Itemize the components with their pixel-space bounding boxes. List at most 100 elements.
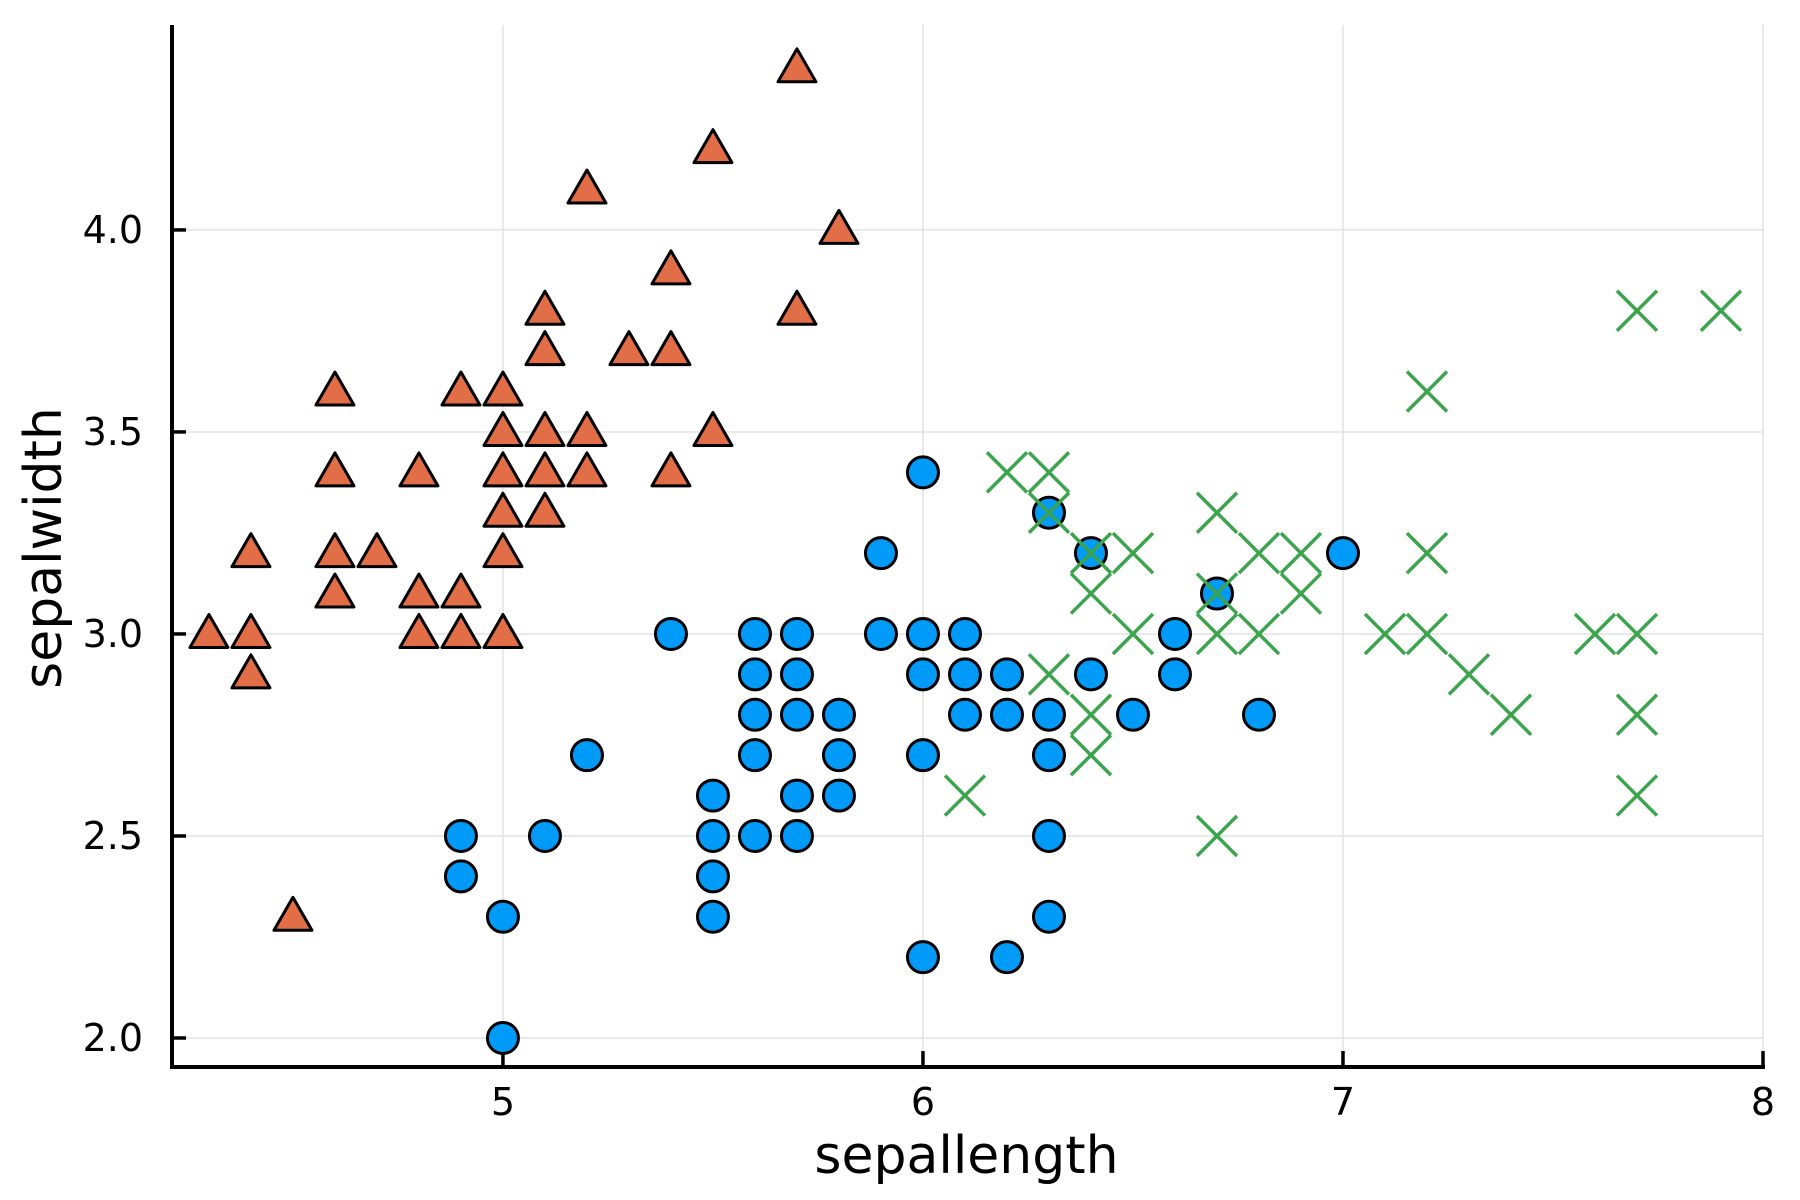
marker-circle	[1157, 657, 1192, 692]
marker-triangle	[272, 895, 314, 932]
marker-cross	[1615, 774, 1659, 817]
x-tick-label-5: 5	[491, 1080, 515, 1124]
marker-circle	[1031, 697, 1066, 732]
x-axis-label: sepallength	[814, 1126, 1119, 1186]
marker-circle	[905, 657, 940, 692]
marker-circle	[485, 1020, 520, 1055]
marker-circle	[947, 697, 982, 732]
marker-cross	[1195, 612, 1239, 656]
marker-triangle	[650, 330, 692, 367]
marker-circle	[695, 778, 730, 813]
marker-cross	[1363, 612, 1407, 656]
marker-triangle	[482, 491, 524, 528]
marker-cross	[1615, 693, 1659, 737]
marker-cross	[1573, 612, 1617, 656]
y-tick-label-2.5: 2.5	[83, 814, 143, 858]
marker-circle	[821, 738, 856, 773]
marker-triangle	[650, 451, 692, 488]
marker-triangle	[524, 289, 566, 326]
marker-triangle	[650, 249, 692, 286]
y-tick-label-2.0: 2.0	[83, 1016, 143, 1060]
marker-circle	[779, 818, 814, 853]
marker-cross	[1027, 491, 1071, 534]
marker-cross	[1237, 612, 1281, 656]
marker-triangle	[314, 451, 356, 488]
marker-cross	[1615, 612, 1659, 656]
marker-cross	[1069, 531, 1113, 575]
x-tick-label-7: 7	[1331, 1080, 1355, 1124]
marker-circle	[989, 940, 1024, 975]
marker-circle	[485, 899, 520, 934]
marker-triangle	[482, 532, 524, 569]
marker-triangle	[818, 208, 860, 245]
marker-triangle	[314, 532, 356, 569]
marker-circle	[1073, 657, 1108, 692]
marker-circle	[695, 818, 730, 853]
x-tick-label-6: 6	[911, 1080, 935, 1124]
marker-triangle	[524, 410, 566, 447]
marker-circle	[1241, 697, 1276, 732]
marker-cross	[1195, 572, 1239, 615]
marker-cross	[1237, 531, 1281, 575]
marker-cross	[1069, 693, 1113, 737]
marker-circle	[905, 738, 940, 773]
marker-cross	[1111, 531, 1155, 575]
marker-triangle	[608, 330, 650, 367]
marker-circle	[947, 657, 982, 692]
marker-cross	[1069, 733, 1113, 777]
marker-cross	[1069, 572, 1113, 615]
marker-triangle	[482, 370, 524, 407]
marker-cross	[1615, 289, 1659, 332]
marker-circle	[905, 940, 940, 975]
marker-circle	[989, 697, 1024, 732]
marker-circle	[1115, 697, 1150, 732]
marker-circle	[779, 778, 814, 813]
marker-circle	[443, 818, 478, 853]
marker-circle	[779, 616, 814, 651]
marker-cross	[1111, 612, 1155, 656]
marker-circle	[653, 616, 688, 651]
marker-triangle	[314, 572, 356, 609]
marker-triangle	[776, 47, 818, 84]
marker-circle	[821, 697, 856, 732]
marker-cross	[1447, 653, 1491, 696]
y-tick-label-3.0: 3.0	[83, 612, 143, 656]
marker-circle	[905, 616, 940, 651]
marker-circle	[569, 738, 604, 773]
marker-triangle	[482, 612, 524, 649]
marker-triangle	[440, 370, 482, 407]
marker-triangle	[566, 451, 608, 488]
marker-circle	[737, 818, 772, 853]
marker-triangle	[566, 168, 608, 205]
marker-circle	[737, 657, 772, 692]
marker-triangle	[482, 451, 524, 488]
marker-triangle	[188, 612, 230, 649]
marker-circle	[905, 455, 940, 490]
marker-cross	[1195, 491, 1239, 534]
marker-circle	[1031, 899, 1066, 934]
marker-triangle	[230, 532, 272, 569]
marker-triangle	[692, 410, 734, 447]
marker-circle	[1031, 818, 1066, 853]
marker-circle	[737, 738, 772, 773]
marker-cross	[1279, 572, 1323, 615]
marker-triangle	[398, 451, 440, 488]
marker-triangle	[230, 653, 272, 690]
marker-circle	[737, 697, 772, 732]
y-tick-label-4.0: 4.0	[83, 208, 143, 252]
marker-cross	[1405, 531, 1449, 575]
marker-circle	[863, 616, 898, 651]
marker-circle	[737, 616, 772, 651]
marker-triangle	[482, 410, 524, 447]
marker-circle	[989, 657, 1024, 692]
marker-circle	[821, 778, 856, 813]
marker-triangle	[398, 612, 440, 649]
marker-triangle	[524, 491, 566, 528]
marker-triangle	[230, 612, 272, 649]
y-axis-label: sepalwidth	[14, 407, 74, 689]
marker-cross	[985, 451, 1029, 494]
marker-circle	[863, 536, 898, 571]
marker-circle	[947, 616, 982, 651]
marker-cross	[1027, 451, 1071, 494]
